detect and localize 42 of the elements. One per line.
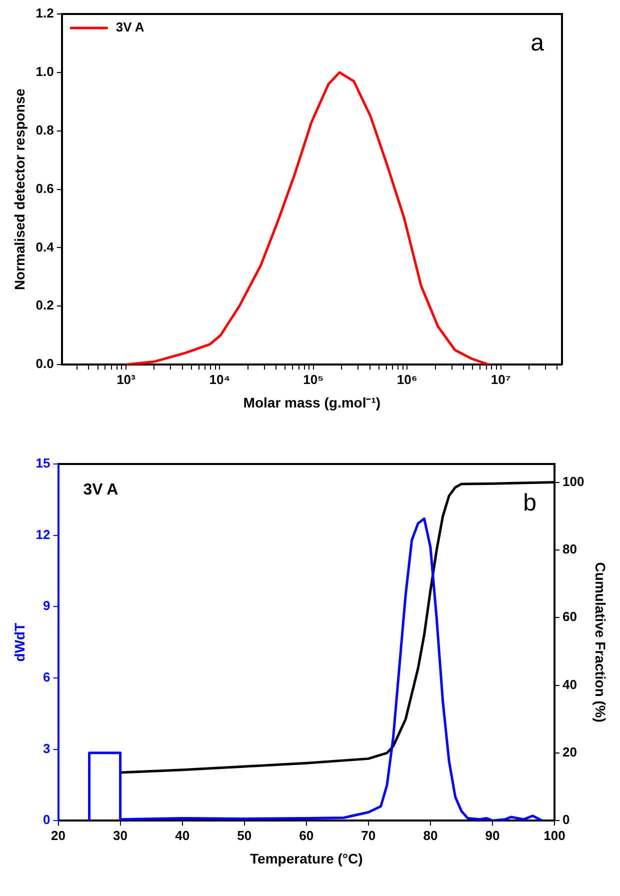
x-tick-label: 90 <box>485 828 500 843</box>
y-tick-label: 1.2 <box>36 6 54 21</box>
x-tick-label: 60 <box>299 828 314 843</box>
y-tick-label: 6 <box>43 670 50 685</box>
x-axis-title: Molar mass (g.mol⁻¹) <box>243 394 381 410</box>
annotation: 3V A <box>83 481 119 498</box>
y-tick-label: 12 <box>36 526 50 542</box>
y-tick-label: 0.4 <box>36 239 55 254</box>
x-tick-label: 20 <box>51 828 66 843</box>
annotation: b <box>523 490 537 517</box>
y-tick-label: 3 <box>43 740 50 756</box>
x-tick-label: 100 <box>544 828 566 843</box>
annotation: a <box>530 30 545 57</box>
legend-label: 3V A <box>116 20 145 35</box>
x-tick-label: 30 <box>113 828 128 843</box>
x-axis-title: Temperature (°C) <box>250 850 363 866</box>
y-tick-label: 0.0 <box>36 356 54 372</box>
y2-tick-label: 100 <box>562 474 584 489</box>
y-axis-title: dWdT <box>11 622 28 662</box>
y-tick-label: 9 <box>43 598 50 614</box>
y2-tick-label: 20 <box>562 744 577 760</box>
y2-tick-label: 40 <box>562 676 577 692</box>
y-tick-label: 0.8 <box>36 122 54 138</box>
y-tick-label: 0.6 <box>36 180 54 196</box>
x-tick-label: 10⁷ <box>490 372 511 387</box>
y-axis-title: Normalised detector response <box>11 88 28 290</box>
x-tick-label: 80 <box>423 828 438 843</box>
x-tick-label: 70 <box>361 828 376 843</box>
y-tick-label: 0 <box>43 812 50 828</box>
x-tick-label: 10⁵ <box>303 372 324 387</box>
y2-tick-label: 80 <box>562 542 577 557</box>
y-tick-label: 15 <box>36 456 50 471</box>
y2-tick-label: 0 <box>562 812 570 828</box>
y2-tick-label: 60 <box>562 609 577 624</box>
y-tick-label: 1.0 <box>36 64 54 80</box>
x-tick-label: 10³ <box>116 372 136 387</box>
x-tick-label: 40 <box>175 828 190 843</box>
x-tick-label: 10⁶ <box>396 372 418 387</box>
y2-axis-title: Cumulative Fraction (%) <box>592 562 609 722</box>
x-tick-label: 10⁴ <box>209 372 230 387</box>
y-tick-label: 0.2 <box>36 298 54 313</box>
x-tick-label: 50 <box>237 828 252 843</box>
